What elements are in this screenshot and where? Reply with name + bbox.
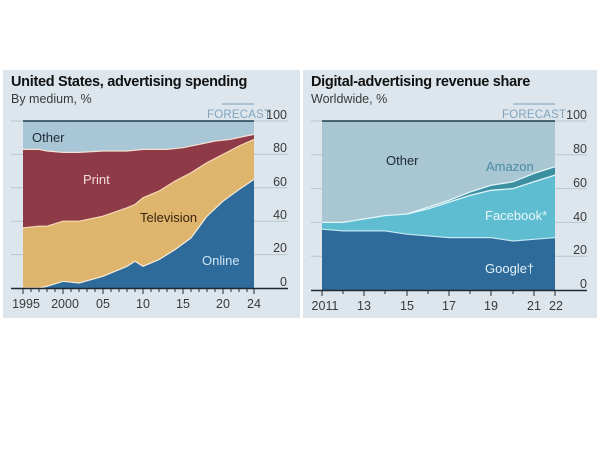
chart-subtitle: Worldwide, % [311, 92, 388, 106]
area-google [322, 229, 555, 290]
svg-text:40: 40 [273, 208, 287, 222]
svg-text:60: 60 [273, 175, 287, 189]
forecast-label: FORECAST [207, 109, 271, 121]
us-ad-spending-chart: FORECAST 100 80 60 40 20 0 1995 2000 05 … [11, 103, 288, 311]
label-other: Other [32, 130, 65, 145]
y-axis-labels: 100 80 60 40 20 0 [266, 108, 287, 289]
y-axis-labels: 100 80 60 40 20 0 [566, 108, 587, 291]
svg-text:20: 20 [573, 243, 587, 257]
label-amazon: Amazon [486, 159, 534, 174]
svg-text:40: 40 [573, 210, 587, 224]
digital-ad-share-chart: FORECAST 100 80 60 40 20 0 2011 13 15 17… [311, 103, 587, 313]
svg-text:2000: 2000 [51, 297, 79, 311]
svg-text:10: 10 [136, 297, 150, 311]
chart-title: Digital-advertising revenue share [311, 74, 530, 90]
x-ticks [321, 290, 556, 296]
svg-text:15: 15 [176, 297, 190, 311]
svg-text:80: 80 [273, 141, 287, 155]
svg-text:19: 19 [484, 299, 498, 313]
label-online: Online [202, 253, 240, 268]
svg-text:20: 20 [273, 241, 287, 255]
svg-text:20: 20 [216, 297, 230, 311]
svg-text:1995: 1995 [12, 297, 40, 311]
svg-text:0: 0 [280, 275, 287, 289]
forecast-label: FORECAST [502, 109, 566, 121]
x-axis-labels: 1995 2000 05 10 15 20 24 [12, 297, 261, 311]
area-online [23, 179, 254, 288]
svg-text:22: 22 [549, 299, 563, 313]
svg-text:17: 17 [442, 299, 456, 313]
svg-text:60: 60 [573, 176, 587, 190]
chart-title: United States, advertising spending [11, 74, 248, 90]
svg-text:100: 100 [266, 108, 287, 122]
x-axis-labels: 2011 13 15 17 19 21 22 [312, 299, 563, 313]
label-other: Other [386, 153, 419, 168]
svg-text:21: 21 [527, 299, 541, 313]
label-google: Google† [485, 261, 534, 276]
svg-text:05: 05 [96, 297, 110, 311]
svg-text:0: 0 [580, 277, 587, 291]
svg-text:100: 100 [566, 108, 587, 122]
chart-subtitle: By medium, % [11, 92, 92, 106]
svg-text:24: 24 [247, 297, 261, 311]
label-television: Television [140, 210, 197, 225]
us-ad-spending-panel: United States, advertising spending By m… [3, 70, 300, 318]
digital-ad-share-panel: Digital-advertising revenue share Worldw… [303, 70, 597, 318]
svg-text:13: 13 [357, 299, 371, 313]
svg-text:15: 15 [400, 299, 414, 313]
x-ticks [22, 288, 255, 294]
label-facebook: Facebook* [485, 208, 547, 223]
svg-text:80: 80 [573, 142, 587, 156]
svg-text:2011: 2011 [312, 299, 339, 313]
label-print: Print [83, 172, 110, 187]
